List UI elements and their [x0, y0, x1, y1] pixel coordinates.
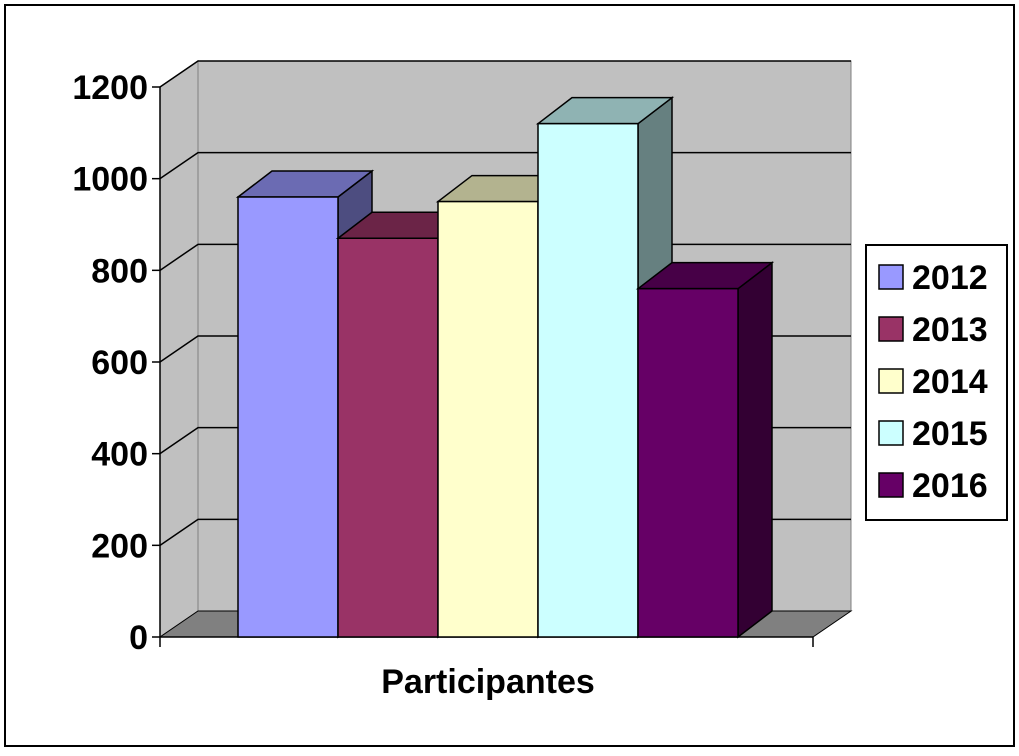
category-label: Participantes — [381, 663, 595, 701]
ytick-label-200: 200 — [91, 527, 148, 565]
ytick-label-600: 600 — [91, 344, 148, 382]
bar-front-2013 — [337, 237, 439, 638]
legend-swatch-2012 — [878, 264, 904, 290]
legend-label-2012: 2012 — [912, 259, 988, 297]
legend-swatch-2013 — [878, 316, 904, 342]
bar-2016 — [635, 261, 775, 639]
bar-front-2016 — [637, 287, 739, 638]
legend-label-2014: 2014 — [912, 363, 988, 401]
gridline-1200 — [159, 60, 851, 88]
ytick-label-1000: 1000 — [72, 161, 148, 199]
ytick-label-400: 400 — [91, 436, 148, 474]
ytick-label-0: 0 — [129, 619, 148, 657]
legend-label-2013: 2013 — [912, 311, 988, 349]
ytick-label-800: 800 — [91, 252, 148, 290]
ytick-label-1200: 1200 — [72, 69, 148, 107]
legend-label-2016: 2016 — [912, 467, 988, 505]
bar-front-2012 — [237, 196, 339, 638]
legend-swatch-2015 — [878, 420, 904, 446]
legend-swatch-2014 — [878, 368, 904, 394]
legend-label-2015: 2015 — [912, 415, 988, 453]
bar-front-2014 — [437, 200, 539, 638]
legend: 2012 2013 2014 2015 2016 — [865, 244, 1008, 521]
legend-swatch-2016 — [878, 472, 904, 498]
bar-side-2016 — [737, 261, 773, 639]
bar-front-2015 — [537, 122, 639, 638]
